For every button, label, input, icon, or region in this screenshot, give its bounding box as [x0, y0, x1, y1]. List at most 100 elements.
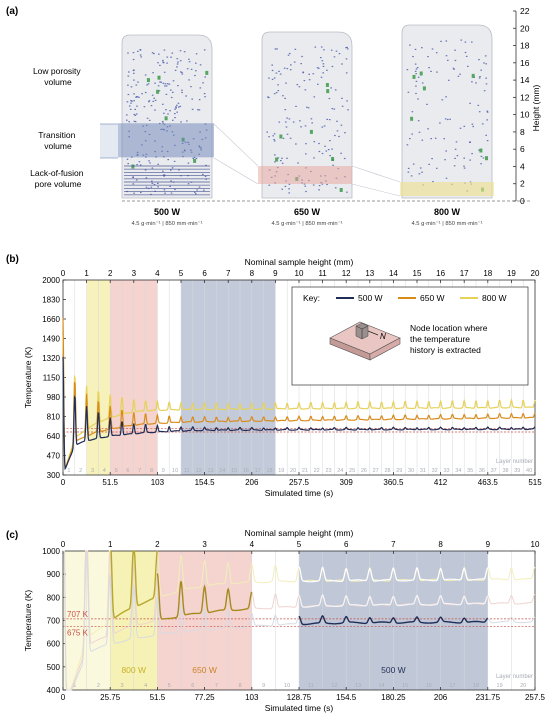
pore-dot — [138, 96, 140, 98]
pore-dot — [321, 183, 324, 185]
pore-dot — [415, 85, 417, 87]
legend-entry: 800 W — [482, 293, 507, 303]
pore-dot — [421, 47, 423, 49]
pore-dot — [454, 59, 457, 62]
pore-dot — [141, 144, 143, 146]
pore-dot — [176, 58, 179, 60]
x-tick-label: 206 — [434, 693, 448, 702]
pore-dot — [127, 52, 129, 54]
pore-dot — [177, 102, 180, 104]
pore-dot — [184, 150, 186, 152]
pore-dot — [472, 125, 474, 128]
pore-dot — [336, 130, 339, 132]
series-line-650w — [62, 317, 536, 470]
layer-number-label: 4 — [103, 468, 106, 474]
pore-dot — [271, 64, 273, 66]
node-caption-line: the temperature — [410, 334, 470, 344]
x-tick-label: 51.5 — [150, 693, 166, 702]
pore-dot — [277, 157, 280, 159]
layer-number-label: 38 — [502, 468, 508, 474]
pore-dot — [432, 181, 434, 183]
pore-dot — [415, 68, 418, 70]
pore-dot — [483, 90, 486, 92]
label-transition: Transition volume — [38, 130, 77, 151]
pore-dot — [323, 49, 325, 51]
defect-mark — [164, 116, 168, 121]
pore-dot — [178, 106, 180, 108]
pore-dot — [169, 110, 171, 112]
pore-dot — [406, 69, 409, 71]
pore-dot — [135, 84, 138, 86]
pore-dot — [169, 185, 171, 187]
pore-dot — [481, 123, 484, 125]
pore-dot — [190, 151, 193, 153]
pore-dot — [407, 167, 410, 169]
pore-dot — [163, 123, 166, 126]
layer-number-label: 12 — [331, 683, 337, 689]
y-tick-label: 980 — [47, 393, 61, 402]
top-x-tick-label: 17 — [460, 269, 469, 278]
height-tick-label: 20 — [520, 23, 530, 33]
defect-mark — [331, 157, 335, 161]
pore-dot — [172, 91, 174, 93]
layer-number-label: 1 — [73, 683, 76, 689]
pore-dot — [142, 125, 144, 127]
pore-dot — [171, 52, 174, 54]
pore-dot — [434, 137, 437, 139]
layer-number-label: 23 — [325, 468, 331, 474]
x-tick-label: 25.75 — [100, 693, 121, 702]
pore-dot — [431, 158, 433, 160]
pore-dot — [170, 180, 172, 182]
pore-dot — [142, 154, 145, 156]
pore-dot — [467, 65, 469, 67]
pore-dot — [192, 157, 194, 159]
pore-dot — [332, 164, 334, 166]
pore-dot — [331, 108, 334, 110]
pore-dot — [289, 69, 292, 71]
pore-dot — [159, 64, 161, 66]
pore-dot — [300, 63, 302, 65]
pore-dot — [159, 81, 161, 83]
pore-dot — [154, 99, 157, 101]
pore-dot — [191, 98, 193, 100]
panel-c-label: (c) — [6, 530, 18, 541]
pore-dot — [150, 105, 153, 107]
pore-dot — [144, 91, 147, 94]
pore-dot — [136, 96, 139, 98]
pore-dot — [154, 82, 156, 84]
pore-dot — [303, 80, 306, 82]
pore-dot — [412, 56, 414, 58]
pore-dot — [409, 44, 411, 46]
layer-number-label: 5 — [115, 468, 118, 474]
pore-dot — [409, 138, 411, 140]
top-x-tick-label: 16 — [436, 269, 445, 278]
pore-dot — [414, 70, 417, 72]
pore-dot — [295, 105, 297, 107]
pore-dot — [278, 70, 280, 72]
pore-dot — [347, 48, 349, 50]
x-tick-label: 103 — [245, 693, 259, 702]
pore-dot — [167, 113, 169, 115]
top-x-axis-label: Nominal sample height (mm) — [245, 528, 354, 538]
pore-dot — [267, 96, 269, 98]
pore-dot — [128, 136, 130, 138]
pore-dot — [203, 93, 206, 95]
label-transition-line1: Transition — [38, 130, 75, 140]
pore-dot — [341, 97, 343, 99]
x-tick-label: 515 — [528, 478, 542, 487]
pore-dot — [322, 65, 325, 67]
pore-dot — [132, 176, 134, 178]
pore-dot — [340, 152, 342, 154]
layer-number-label: 13 — [355, 683, 361, 689]
pore-dot — [266, 131, 268, 133]
pore-dot — [173, 134, 175, 136]
pore-dot — [136, 151, 139, 153]
pore-dot — [426, 103, 428, 105]
pore-dot — [293, 61, 296, 63]
pore-dot — [174, 117, 176, 119]
pore-dot — [148, 119, 151, 121]
pore-dot — [148, 100, 151, 102]
layer-number-label: 11 — [184, 468, 190, 474]
pore-dot — [157, 186, 159, 188]
pore-dot — [166, 126, 169, 128]
